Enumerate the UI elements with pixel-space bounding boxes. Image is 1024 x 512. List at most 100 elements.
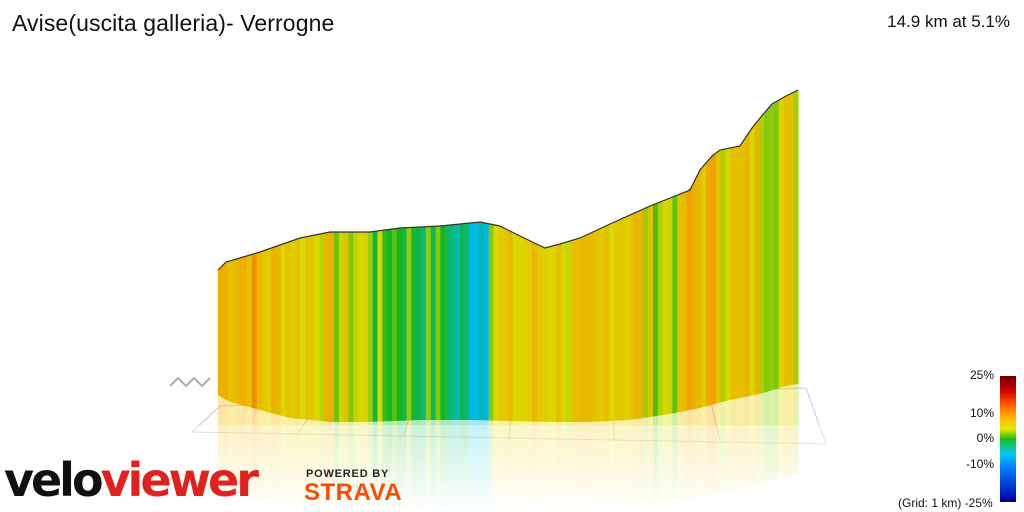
profile-strip <box>445 224 451 420</box>
profile-strip <box>387 228 393 422</box>
profile-strip <box>599 226 606 422</box>
profile-strip <box>648 204 654 418</box>
profile-strip <box>638 208 644 419</box>
profile-strip <box>778 97 785 389</box>
profile-strip <box>522 237 528 422</box>
profile-strip <box>614 219 620 421</box>
profile-strip <box>430 226 437 420</box>
profile-strip <box>793 90 799 385</box>
profile-strip <box>227 259 234 403</box>
profile-strip <box>696 167 702 409</box>
profile-strip <box>503 227 509 421</box>
profile-strip <box>464 223 470 420</box>
profile-strip <box>527 239 533 422</box>
profile-strip <box>498 225 504 421</box>
profile-strip <box>657 200 664 416</box>
profile-strip <box>575 237 582 422</box>
profile-strip <box>551 244 557 422</box>
profile-strip <box>421 226 427 420</box>
profile-strip <box>319 233 325 422</box>
profile-strip <box>338 232 345 422</box>
profile-strip <box>377 230 383 422</box>
profile-strip <box>532 241 538 422</box>
route-summary: 14.9 km at 5.1% <box>887 12 1010 31</box>
profile-strip <box>546 246 553 422</box>
direction-arrow-icon <box>169 376 211 388</box>
profile-strip <box>590 230 596 422</box>
profile-strip <box>266 247 272 414</box>
profile-strip <box>744 130 751 398</box>
profile-strip <box>314 233 321 422</box>
profile-strip <box>556 243 562 422</box>
profile-top-edge <box>217 89 799 271</box>
profile-strip <box>285 241 292 419</box>
strava-logo[interactable]: STRAVA <box>304 479 403 506</box>
profile-strip <box>711 152 717 406</box>
profile-strip <box>769 102 775 392</box>
profile-strip <box>459 223 466 420</box>
powered-by-text: POWERED BY <box>306 468 390 480</box>
profile-strip <box>595 228 601 422</box>
profile-strip <box>372 230 379 422</box>
profile-strip <box>759 112 765 395</box>
chart-title: Avise(uscita galleria)- Verrogne <box>12 10 335 36</box>
profile-strip <box>773 99 780 390</box>
profile-strip <box>570 239 577 422</box>
profile-strip <box>488 223 495 421</box>
profile-strip <box>604 223 611 422</box>
legend-label-25: 25% <box>969 368 994 382</box>
profile-strip <box>561 242 567 422</box>
profile-strip <box>730 146 736 400</box>
profile-strip <box>247 254 253 408</box>
profile-strip <box>628 213 635 421</box>
profile-strip <box>740 137 746 398</box>
profile-strip <box>358 232 364 422</box>
profile-strip <box>411 227 417 421</box>
profile-strip <box>682 191 688 412</box>
profile-strip <box>261 249 267 412</box>
profile-strip <box>392 228 398 422</box>
legend-label-10: 10% <box>969 406 994 420</box>
profile-strip <box>218 264 224 399</box>
profile-strip <box>251 252 258 410</box>
profile-strip <box>686 185 693 411</box>
profile-strip <box>290 239 296 419</box>
profile-strip <box>295 237 301 420</box>
profile-strip <box>566 240 572 422</box>
profile-strip <box>585 232 591 422</box>
profile-strip <box>643 206 649 418</box>
profile-strip <box>725 147 731 402</box>
profile-strip <box>469 222 475 421</box>
profile-strip <box>677 192 683 413</box>
profile-strip <box>537 244 543 422</box>
veloviewer-logo[interactable]: veloviewer <box>4 448 294 512</box>
profile-strip <box>706 156 712 407</box>
profile-strip <box>454 223 461 420</box>
profile-strip <box>425 226 432 420</box>
profile-strip <box>691 175 698 410</box>
profile-strip <box>633 210 640 420</box>
profile-strip <box>242 255 248 407</box>
profile-strip <box>334 232 340 422</box>
reflection-fade <box>150 425 850 512</box>
profile-strip <box>406 227 412 421</box>
profile-strip <box>483 222 490 421</box>
profile-wall <box>218 90 799 422</box>
legend-label-0: 0% <box>976 431 994 445</box>
profile-strip <box>450 224 456 420</box>
profile-strip <box>474 222 480 421</box>
profile-strip <box>305 235 311 421</box>
profile-strip <box>382 229 388 422</box>
logo-viewer-text: viewer <box>100 453 259 507</box>
profile-strip <box>396 227 403 421</box>
gradient-legend <box>1000 376 1016 502</box>
legend-grid-note: (Grid: 1 km) -25% <box>898 496 993 510</box>
profile-strip <box>508 230 514 422</box>
profile-strip <box>435 225 441 420</box>
profile-strip <box>479 222 485 421</box>
wall-shading <box>218 90 798 422</box>
logo-velo-text: velo <box>4 453 104 507</box>
profile-strip <box>720 148 727 403</box>
profile-strip <box>271 246 277 415</box>
